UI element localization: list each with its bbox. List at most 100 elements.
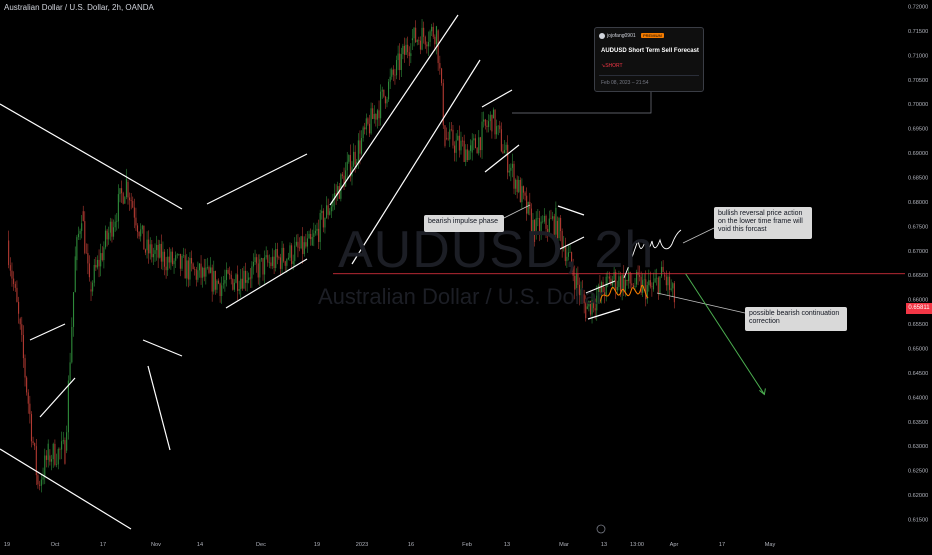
candle-body: [321, 210, 323, 214]
candle-body: [535, 218, 537, 231]
candle-body: [357, 140, 359, 163]
go-to-date-icon: [596, 524, 606, 534]
candle-body: [502, 151, 504, 154]
candle-body: [662, 266, 664, 273]
author-name[interactable]: jojofang0901: [607, 33, 636, 39]
note-bearish-continuation[interactable]: possible bearish continuation correction: [745, 307, 847, 331]
candle-body: [648, 280, 650, 286]
candle-body: [214, 270, 216, 290]
candle-body: [217, 280, 220, 284]
candle-body: [444, 125, 446, 146]
candle-body: [316, 228, 318, 231]
candle-body: [593, 300, 595, 309]
candle-body: [416, 40, 418, 43]
candle-body: [545, 215, 547, 229]
candle-body: [527, 201, 529, 214]
candle-body: [151, 244, 153, 258]
candle-body: [441, 68, 443, 84]
candle-body: [618, 276, 620, 287]
candle-body: [408, 52, 410, 56]
candle-body: [384, 96, 386, 104]
candle-body: [353, 151, 355, 167]
candle-body: [249, 277, 251, 279]
arrow-down-right-icon: ↘: [601, 63, 606, 69]
candle-body: [289, 245, 291, 258]
candle-body: [621, 274, 623, 292]
candle-body: [381, 89, 383, 92]
candle-body: [669, 276, 671, 290]
candle-body: [129, 197, 131, 201]
candle-body: [656, 277, 658, 279]
candle-body: [275, 248, 277, 269]
candle-body: [429, 31, 431, 42]
candle-body: [626, 279, 628, 282]
candle-body: [314, 230, 316, 234]
candle-body: [283, 247, 285, 262]
candle-body: [494, 109, 496, 135]
candle-body: [533, 220, 536, 242]
note-bearish-impulse[interactable]: bearish impulse phase: [424, 215, 504, 232]
note-bullish-reversal[interactable]: bullish reversal price action on the low…: [714, 207, 812, 239]
candle-body: [141, 225, 143, 230]
candle-body: [251, 266, 253, 279]
candle-body: [324, 217, 326, 228]
candle-body: [646, 285, 648, 300]
candle-body: [356, 162, 358, 165]
candle-body: [133, 207, 135, 218]
idea-card[interactable]: jojofang0901 PREMIUM AUDUSD Short Term S…: [594, 27, 704, 92]
time-tick-label: Feb: [462, 542, 472, 548]
candle-body: [560, 217, 562, 232]
candle-body: [470, 145, 472, 151]
candle-body: [140, 229, 142, 237]
price-tick-label: 0.64500: [908, 371, 928, 377]
candle-body: [198, 263, 201, 271]
candle-body: [287, 257, 289, 260]
price-tick-label: 0.65500: [908, 322, 928, 328]
candle-body: [85, 252, 87, 254]
candle-body: [96, 259, 99, 268]
candle-body: [367, 118, 369, 124]
candle-body: [24, 358, 26, 378]
candle-body: [52, 443, 54, 460]
candle-body: [203, 267, 205, 277]
candle-body: [117, 194, 119, 222]
candle-body: [553, 216, 555, 235]
candle-body: [47, 443, 49, 460]
candle-body: [471, 140, 473, 153]
candle-body: [586, 306, 588, 309]
candle-body: [400, 54, 402, 71]
candle-body: [542, 221, 544, 223]
candle-body: [205, 267, 207, 277]
candle-body: [116, 221, 118, 222]
card-divider: [599, 75, 699, 76]
candle-body: [29, 403, 31, 415]
time-tick-label: 16: [408, 542, 414, 548]
candle-body: [235, 274, 237, 283]
candle-body: [154, 250, 156, 254]
candle-body: [439, 63, 441, 69]
candle-body: [256, 257, 258, 264]
candle-body: [156, 244, 158, 251]
candle-body: [338, 186, 340, 199]
time-tick-label: Nov: [151, 542, 161, 548]
candle-body: [61, 441, 63, 450]
candle-body: [298, 247, 301, 249]
idea-title[interactable]: AUDUSD Short Term Sell Forecast: [601, 48, 699, 54]
candle-body: [466, 149, 468, 161]
candle-body: [548, 218, 550, 233]
candle-body: [505, 144, 507, 150]
candle-body: [40, 479, 42, 486]
candle-body: [597, 285, 599, 296]
trendline: [225, 258, 308, 309]
candle-body: [300, 236, 302, 249]
candle-body: [673, 283, 675, 303]
candle-body: [111, 221, 113, 237]
time-tick-label: Oct: [51, 542, 60, 548]
candle-body: [659, 276, 661, 294]
price-tick-label: 0.66500: [908, 273, 928, 279]
candle-body: [434, 36, 436, 45]
candle-body: [32, 441, 34, 444]
candle-body: [152, 253, 154, 258]
